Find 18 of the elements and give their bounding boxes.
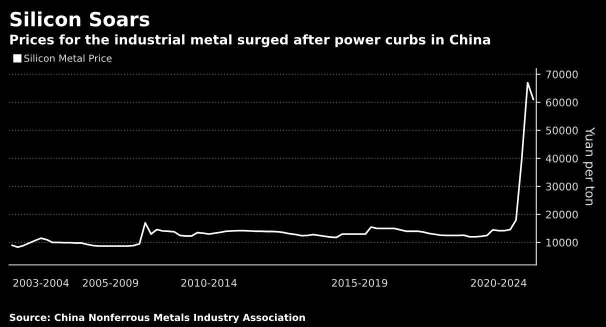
y-tick-label: 70000 xyxy=(546,70,578,78)
x-tick-label: 2015-2019 xyxy=(332,278,388,287)
y-axis-title: Yuan per ton xyxy=(583,127,595,206)
y-tick-label: 60000 xyxy=(546,98,578,106)
chart-subtitle: Prices for the industrial metal surged after power curbs in China xyxy=(10,34,490,48)
source-note: Source: China Nonferrous Metals Industry Association xyxy=(10,314,305,324)
y-tick-label: 10000 xyxy=(546,238,578,247)
x-tick-label: 2020-2024 xyxy=(471,278,526,287)
legend-label: Silicon Metal Price xyxy=(24,54,112,62)
x-tick-label: 2010-2014 xyxy=(181,278,237,287)
y-tick-label: 30000 xyxy=(546,182,578,190)
y-tick-label: 50000 xyxy=(546,126,578,134)
y-tick-label: 20000 xyxy=(546,210,578,219)
y-tick-label: 40000 xyxy=(546,154,578,162)
x-tick-label: 2005-2009 xyxy=(82,278,138,287)
x-tick-label: 2003-2004 xyxy=(13,278,69,287)
chart-title: Silicon Soars xyxy=(10,11,150,26)
line-series xyxy=(11,82,534,248)
